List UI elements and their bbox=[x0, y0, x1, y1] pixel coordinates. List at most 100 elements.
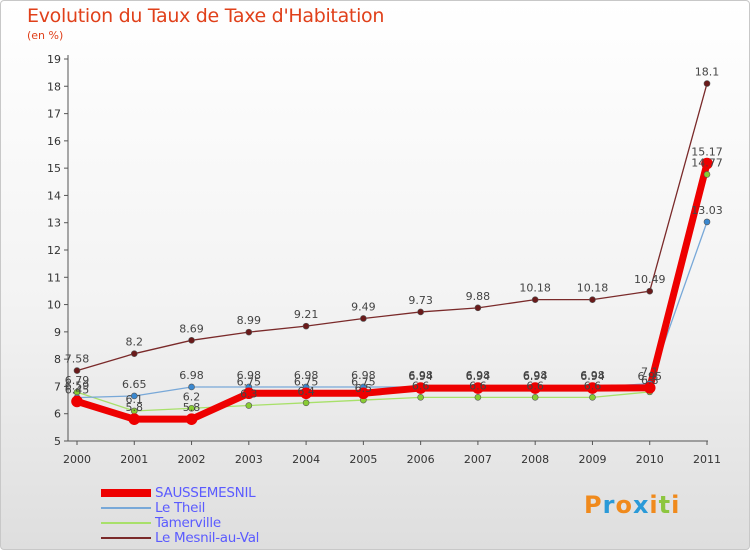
data-label-tamerville: 6.2 bbox=[183, 390, 201, 403]
series-line-le-mesnil-au-val bbox=[76, 82, 708, 372]
point-tamerville bbox=[245, 402, 253, 409]
legend-swatch-le-theil bbox=[101, 506, 151, 509]
y-tick-label: 18 bbox=[47, 80, 61, 93]
data-label-saussemesnil: 6.95 bbox=[637, 370, 662, 383]
point-le-mesnil-au-val bbox=[703, 80, 711, 87]
y-tick-label: 13 bbox=[47, 217, 61, 230]
data-label-le-theil: 6.98 bbox=[351, 369, 376, 382]
data-label-le-mesnil-au-val: 10.18 bbox=[519, 282, 551, 295]
x-tick-label: 2000 bbox=[63, 453, 91, 466]
data-label-tamerville: 6.5 bbox=[355, 382, 373, 395]
data-label-saussemesnil: 6.45 bbox=[65, 383, 90, 396]
data-label-le-theil: 6.98 bbox=[237, 369, 262, 382]
line-chart: 5 6 7 8 9 10 11 12 13 14 15 16 17 18 19 2000 2001 2002 200… bbox=[47, 53, 723, 466]
data-label-le-mesnil-au-val: 9.49 bbox=[351, 300, 376, 313]
data-label-le-mesnil-au-val: 7.58 bbox=[65, 353, 90, 366]
y-tick-label: 11 bbox=[47, 271, 61, 284]
data-label-saussemesnil: 6.75 bbox=[351, 375, 376, 388]
data-label-saussemesnil: 5.8 bbox=[126, 401, 144, 414]
y-tick-label: 10 bbox=[47, 299, 61, 312]
point-le-theil bbox=[130, 392, 138, 400]
point-saussemesnil bbox=[185, 413, 198, 425]
point-le-mesnil-au-val bbox=[360, 315, 367, 322]
y-tick-label: 12 bbox=[47, 244, 61, 257]
data-label-le-theil: 13.03 bbox=[691, 204, 723, 217]
legend-label: SAUSSEMESNIL bbox=[155, 484, 256, 501]
point-saussemesnil bbox=[300, 387, 312, 400]
point-le-mesnil-au-val bbox=[474, 304, 482, 312]
point-tamerville bbox=[474, 394, 482, 401]
y-tick-label: 16 bbox=[47, 135, 61, 148]
y-tick-label: 15 bbox=[47, 162, 61, 175]
data-label-le-theil: 6.98 bbox=[523, 369, 548, 382]
data-label-le-mesnil-au-val: 18.1 bbox=[695, 66, 720, 79]
data-label-le-theil: 6.98 bbox=[466, 369, 491, 382]
logo-letter: x bbox=[632, 491, 650, 519]
data-label-tamerville: 6.6 bbox=[412, 379, 430, 392]
legend-swatch-le-mesnil-au-val bbox=[101, 536, 151, 539]
data-label-tamerville: 6.3 bbox=[240, 388, 258, 401]
data-label-le-theil: 6.98 bbox=[580, 369, 605, 382]
proxiti-logo: Proxiti bbox=[584, 491, 680, 519]
point-saussemesnil bbox=[243, 387, 255, 400]
x-tick-label: 2006 bbox=[407, 453, 435, 466]
x-tick-label: 2005 bbox=[349, 453, 377, 466]
data-label-saussemesnil: 15.17 bbox=[691, 146, 723, 159]
data-labels: 7.58 8.2 8.69 8.99 9.21 9.49 9.73 9.88 10.18 10.1… bbox=[65, 66, 723, 415]
point-saussemesnil bbox=[701, 157, 713, 170]
point-tamerville bbox=[589, 394, 596, 401]
data-label-le-mesnil-au-val: 9.73 bbox=[408, 294, 433, 307]
point-le-mesnil-au-val bbox=[130, 350, 138, 357]
point-saussemesnil bbox=[71, 395, 83, 408]
y-tick-label: 7 bbox=[54, 380, 61, 393]
data-label-le-mesnil-au-val: 10.49 bbox=[634, 273, 666, 286]
point-le-mesnil-au-val bbox=[188, 337, 195, 344]
x-tick-label: 2009 bbox=[578, 453, 606, 466]
point-saussemesnil bbox=[472, 382, 484, 394]
point-le-mesnil-au-val bbox=[302, 322, 310, 330]
legend-item-le-mesnil-au-val: Le Mesnil-au-Val bbox=[101, 530, 259, 546]
y-tick-label: 5 bbox=[54, 435, 61, 448]
point-saussemesnil bbox=[357, 387, 370, 400]
point-saussemesnil bbox=[643, 381, 656, 394]
point-le-mesnil-au-val bbox=[646, 287, 654, 295]
data-label-le-theil: 6.98 bbox=[294, 369, 319, 382]
logo-letter: i bbox=[671, 491, 681, 519]
data-label-saussemesnil: 6.94 bbox=[523, 370, 548, 383]
series-line-tamerville bbox=[76, 173, 708, 412]
data-label-tamerville: 6.6 bbox=[584, 379, 602, 392]
data-label-le-theil: 6.98 bbox=[179, 369, 204, 382]
logo-letter: P bbox=[584, 491, 603, 519]
data-label-saussemesnil: 6.94 bbox=[466, 370, 491, 383]
point-le-mesnil-au-val bbox=[417, 308, 424, 316]
point-tamerville bbox=[703, 171, 711, 178]
y-tick-label: 19 bbox=[47, 53, 61, 66]
x-tick-label: 2007 bbox=[464, 453, 492, 466]
y-tick-label: 9 bbox=[54, 326, 61, 339]
data-label-le-theil: 6.98 bbox=[408, 369, 433, 382]
x-tick-label: 2010 bbox=[636, 453, 664, 466]
data-label-le-mesnil-au-val: 9.21 bbox=[294, 308, 319, 321]
point-tamerville bbox=[188, 404, 195, 412]
data-label-tamerville: 6.6 bbox=[469, 379, 487, 392]
point-le-theil bbox=[188, 383, 195, 391]
data-label-saussemesnil: 6.75 bbox=[237, 375, 262, 388]
data-label-le-theil: 6.65 bbox=[122, 378, 147, 391]
data-label-tamerville: 6.79 bbox=[65, 374, 90, 387]
point-le-mesnil-au-val bbox=[73, 367, 81, 374]
logo-letter: i bbox=[649, 491, 659, 519]
point-tamerville bbox=[302, 399, 310, 407]
legend-item-saussemesnil: SAUSSEMESNIL bbox=[101, 484, 259, 501]
data-label-le-mesnil-au-val: 8.99 bbox=[237, 314, 262, 327]
data-label-tamerville: 6.6 bbox=[526, 379, 544, 392]
data-label-saussemesnil: 6.94 bbox=[408, 370, 433, 383]
legend-swatch-tamerville bbox=[101, 521, 151, 524]
series-lines bbox=[73, 82, 711, 423]
data-label-le-theil: 7.1 bbox=[641, 366, 659, 379]
x-tick-label: 2011 bbox=[693, 453, 721, 466]
logo-letter: t bbox=[658, 491, 672, 519]
y-tick-label: 6 bbox=[54, 408, 61, 421]
data-label-le-mesnil-au-val: 9.88 bbox=[466, 290, 491, 303]
data-label-le-theil: 6.59 bbox=[65, 380, 90, 393]
